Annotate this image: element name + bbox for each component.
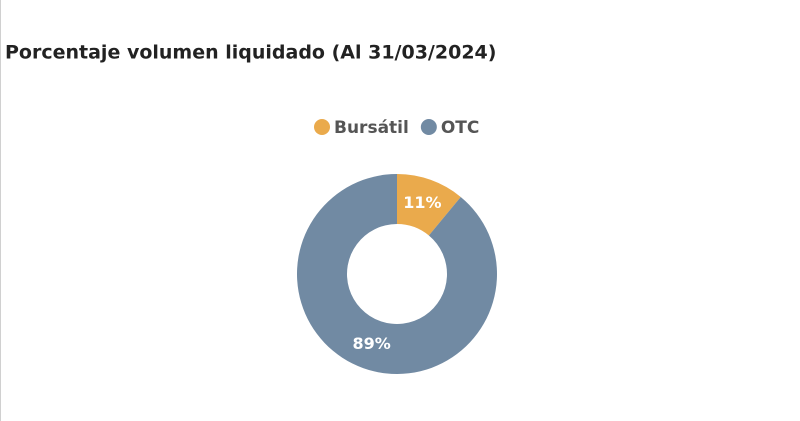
- legend-label: Bursátil: [334, 118, 409, 138]
- donut-slice: [397, 174, 461, 236]
- donut: 11% 89%: [297, 174, 497, 374]
- legend-marker: [420, 119, 437, 135]
- legend-marker: [314, 119, 330, 135]
- chart-title: Porcentaje volumen liquidado (Al 31/03/2…: [5, 42, 496, 64]
- legend: Bursátil OTC: [314, 118, 479, 138]
- donut-slice: [297, 174, 497, 374]
- data-label: 89%: [352, 334, 390, 353]
- legend-label: OTC: [441, 118, 480, 138]
- data-label: 11%: [403, 193, 441, 212]
